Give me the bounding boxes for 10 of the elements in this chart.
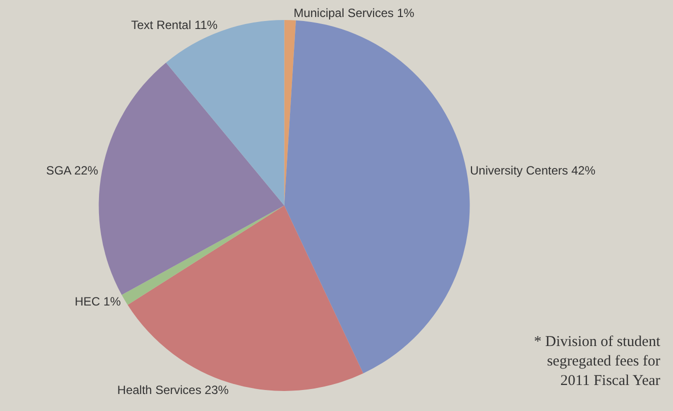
pie-slice [98,62,284,295]
pie-slice [284,20,470,374]
slice-label: Municipal Services 1% [294,6,415,20]
text: * Division of student segregated fees for 2011 Fiscal Year [534,334,662,389]
pie-slice [122,206,284,305]
slice-label: Health Services 23% [117,383,230,398]
slice-label: University Centers 42% [470,163,596,178]
slice-label: Text Rental 11% [131,18,218,32]
slice-label: SGA 22% [46,163,99,178]
slice-label: HEC 1% [74,294,122,309]
